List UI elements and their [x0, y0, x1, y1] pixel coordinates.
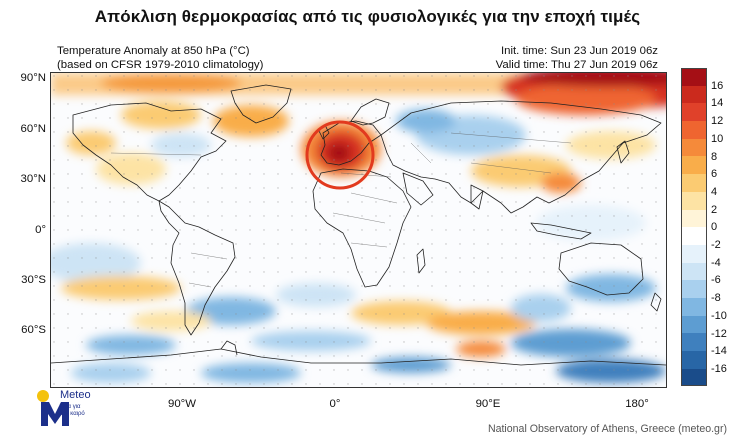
colorbar-swatch — [681, 280, 707, 298]
lat-label-30n: 30°N — [20, 173, 46, 185]
valid-time: Valid time: Thu 27 Jun 2019 06z — [495, 59, 658, 71]
lat-label-60s: 60°S — [21, 324, 46, 336]
anomaly-map-canvas — [51, 73, 666, 387]
colorbar-swatch — [681, 227, 707, 245]
colorbar-swatch — [681, 174, 707, 192]
lon-label-0: 0° — [329, 398, 341, 410]
init-time: Init. time: Sun 23 Jun 2019 06z — [500, 45, 658, 57]
colorbar-swatch — [681, 368, 707, 387]
colorbar-swatch — [681, 121, 707, 139]
colorbar-swatch — [681, 351, 707, 369]
colorbar-swatch — [681, 244, 707, 263]
colorbar-swatch — [681, 209, 707, 228]
colorbar-tick-label: 12 — [711, 115, 724, 128]
europe-highlight-circle — [305, 120, 375, 190]
colorbar-tick-label: -12 — [711, 327, 727, 340]
map-title-line2: (based on CFSR 1979-2010 climatology) — [57, 59, 264, 71]
lat-label-30s: 30°S — [21, 274, 46, 286]
colorbar — [681, 68, 707, 387]
colorbar-tick-label: 6 — [711, 168, 718, 181]
colorbar-swatch — [681, 85, 707, 104]
colorbar-tick-label: 4 — [711, 185, 718, 198]
colorbar-tick-label: 10 — [711, 132, 724, 145]
lon-label-180: 180° — [625, 398, 649, 410]
colorbar-swatch — [681, 68, 707, 86]
logo-name: Meteo — [60, 389, 91, 401]
anomaly-map — [50, 72, 667, 388]
lat-label-90n: 90°N — [20, 72, 46, 84]
colorbar-tick-label: 16 — [711, 79, 724, 92]
meteo-logo-icon — [37, 390, 69, 426]
time-info: Init. time: Sun 23 Jun 2019 06z Valid ti… — [496, 44, 658, 72]
colorbar-swatch — [681, 262, 707, 281]
colorbar-tick-label: -2 — [711, 239, 721, 251]
logo-tagline: Όλα για τον καιρό — [60, 404, 85, 417]
colorbar-tick-label: -6 — [711, 274, 721, 287]
colorbar-tick-label: -4 — [711, 256, 721, 269]
colorbar-tick-label: 0 — [711, 221, 718, 234]
lon-label-90w: 90°W — [168, 398, 196, 410]
colorbar-swatch — [681, 297, 707, 316]
lat-label-eq: 0° — [35, 224, 46, 236]
colorbar-swatch — [681, 333, 707, 351]
lon-label-90e: 90°E — [475, 398, 501, 410]
colorbar-tick-label: 2 — [711, 203, 718, 216]
colorbar-swatch — [681, 103, 707, 122]
colorbar-swatch — [681, 315, 707, 334]
lat-label-60n: 60°N — [20, 123, 46, 135]
map-title: Temperature Anomaly at 850 hPa (°C) (bas… — [57, 44, 263, 72]
colorbar-swatch — [681, 191, 707, 210]
colorbar-tick-label: -16 — [711, 362, 727, 375]
colorbar-tick-label: -8 — [711, 292, 721, 305]
source-credit: National Observatory of Athens, Greece (… — [487, 423, 727, 435]
colorbar-tick-label: 14 — [711, 97, 724, 110]
colorbar-swatch — [681, 138, 707, 157]
colorbar-tick-label: -10 — [711, 309, 727, 322]
colorbar-tick-label: 8 — [711, 150, 718, 163]
map-title-line1: Temperature Anomaly at 850 hPa (°C) — [57, 45, 250, 57]
colorbar-swatch — [681, 156, 707, 175]
colorbar-tick-label: -14 — [711, 345, 727, 358]
headline: Απόκλιση θερμοκρασίας από τις φυσιολογικ… — [94, 7, 641, 26]
coastlines — [51, 84, 666, 366]
